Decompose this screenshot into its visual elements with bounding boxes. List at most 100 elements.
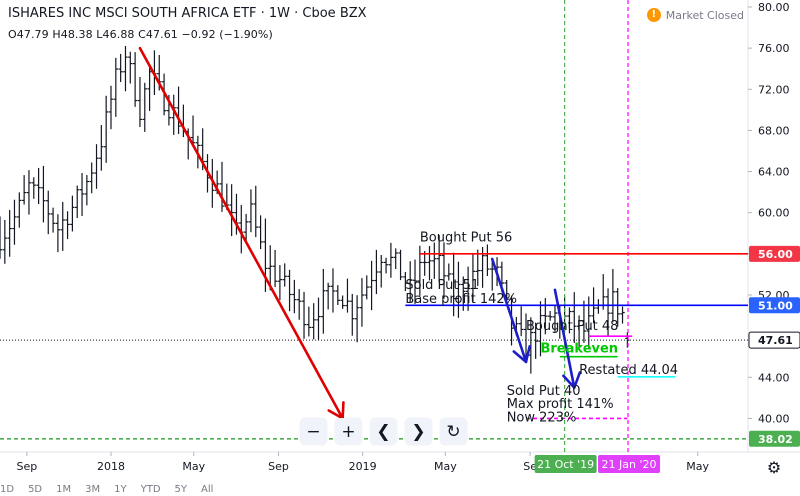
ohlc-bar xyxy=(7,210,12,257)
x-tick-label: May xyxy=(182,460,205,473)
ohlc-bar xyxy=(132,52,138,107)
ohlc-bar xyxy=(596,299,601,314)
ohlc-bar xyxy=(55,214,61,253)
breakeven-label: Breakeven xyxy=(540,342,618,357)
ohlc-bar xyxy=(427,246,432,281)
x-tick-label: Se xyxy=(523,460,537,473)
svg-text:51.00: 51.00 xyxy=(758,299,793,312)
price-tag-56: 56.00 xyxy=(749,245,800,262)
ohlc-bar xyxy=(306,306,312,337)
y-tick-label: 40.00 xyxy=(758,412,790,425)
x-tick-label: 2019 xyxy=(349,460,377,473)
y-tick-label: 72.00 xyxy=(758,83,790,96)
range-1m[interactable]: 1M xyxy=(56,484,72,495)
ohlc-bar xyxy=(277,265,283,301)
ohlc-bar xyxy=(345,278,350,313)
ohlc-bar xyxy=(50,207,56,233)
ohlc-bar xyxy=(36,167,41,205)
ohlc-bar xyxy=(325,282,331,310)
chart-title: ISHARES INC MSCI SOUTH AFRICA ETF · 1W ·… xyxy=(8,6,367,21)
ohlc-bar xyxy=(470,253,476,303)
ohlc-bar xyxy=(2,220,8,264)
ohlc-bar xyxy=(340,295,345,309)
ohlc-bar xyxy=(350,293,355,336)
x-tick-label: 2018 xyxy=(97,460,125,473)
ohlc-bar xyxy=(17,192,22,228)
ohlc-bar xyxy=(60,201,65,251)
ohlc-bar xyxy=(41,165,46,223)
y-tick-label: 44.00 xyxy=(758,371,790,384)
ohlc-bar xyxy=(456,261,461,318)
ohlc-bar xyxy=(118,53,123,83)
ohlc-bar xyxy=(364,275,369,300)
ohlc-bar xyxy=(65,211,70,240)
ohlc-bar xyxy=(552,305,558,332)
x-tick-label: Sep xyxy=(268,460,289,473)
ohlc-bar xyxy=(432,242,437,279)
ohlc-bar xyxy=(581,300,587,343)
ohlc-bar xyxy=(147,65,152,111)
ohlc-bar xyxy=(12,199,17,245)
y-tick-label: 68.00 xyxy=(758,124,790,137)
ohlc-bar xyxy=(248,189,254,233)
ohlc-bar xyxy=(94,144,99,189)
svg-text:38.02: 38.02 xyxy=(758,433,793,446)
ohlc-bar xyxy=(528,317,534,374)
range-5y[interactable]: 5Y xyxy=(174,484,188,495)
blue-arrow-1 xyxy=(490,257,532,364)
range-1y[interactable]: 1Y xyxy=(114,484,127,495)
ohlc-bar xyxy=(615,288,620,327)
svg-text:21 Jan '20: 21 Jan '20 xyxy=(602,458,657,471)
scroll-left-button[interactable]: ❮ xyxy=(370,418,397,445)
ohlc-bar xyxy=(403,271,408,292)
max-profit-label: Max profit 141% xyxy=(507,397,614,412)
base-profit-label: Base profit 142% xyxy=(405,292,517,307)
ohlc-bar xyxy=(475,249,480,287)
blue-arrow-2 xyxy=(553,288,582,389)
zoom-in-button[interactable]: + xyxy=(335,418,362,445)
ohlc-bar xyxy=(243,213,249,244)
range-ytd[interactable]: YTD xyxy=(140,484,161,495)
price-tag-38: 38.02 xyxy=(749,430,800,447)
ohlc-bar xyxy=(46,190,51,235)
range-1d[interactable]: 1D xyxy=(0,484,15,495)
ohlc-bar xyxy=(465,266,471,311)
range-5d[interactable]: 5D xyxy=(28,484,43,495)
ohlc-bar xyxy=(359,278,365,327)
ohlc-bar xyxy=(610,269,616,322)
ohlc-bar xyxy=(297,289,302,320)
market-status-text: Market Closed xyxy=(665,8,744,22)
ohlc-bar xyxy=(422,250,427,276)
ohlc-bar xyxy=(543,298,548,335)
ohlc-bar xyxy=(253,185,258,238)
price-tag-last: 47.61 xyxy=(748,331,800,349)
settings-gear-icon[interactable]: ⚙ xyxy=(766,458,782,477)
date-tag-jan-21: 21 Jan '20 xyxy=(598,455,661,473)
range-3m[interactable]: 3M xyxy=(85,484,101,495)
market-status: ! Market Closed xyxy=(646,8,744,22)
ohlc-bar xyxy=(113,57,119,117)
ohlc-bar xyxy=(393,248,398,269)
ohlc-bar xyxy=(26,170,32,215)
ohlc-bar xyxy=(75,185,80,218)
y-tick-label: 76.00 xyxy=(758,42,790,55)
ohlc-bar xyxy=(321,268,326,334)
svg-text:47.61: 47.61 xyxy=(758,334,793,347)
ohlc-bar xyxy=(374,249,379,295)
bought-put-48-label: Bought Put 48 xyxy=(526,319,618,334)
ohlc-bar xyxy=(31,177,36,199)
range-all[interactable]: All xyxy=(201,484,214,495)
ohlc-bar xyxy=(388,242,394,278)
ohlc-bar xyxy=(369,260,374,311)
scroll-right-button[interactable]: ❯ xyxy=(405,418,432,445)
x-tick-label: May xyxy=(434,460,457,473)
ohlc-bar xyxy=(123,45,128,92)
ohlc-bar xyxy=(272,249,278,288)
zoom-out-button[interactable]: − xyxy=(300,418,327,445)
date-tag-oct-21: 21 Oct '19 xyxy=(534,455,597,473)
reset-chart-button[interactable]: ↻ xyxy=(440,418,467,445)
ohlc-bar xyxy=(547,311,553,321)
ohlc-bar xyxy=(605,288,611,336)
